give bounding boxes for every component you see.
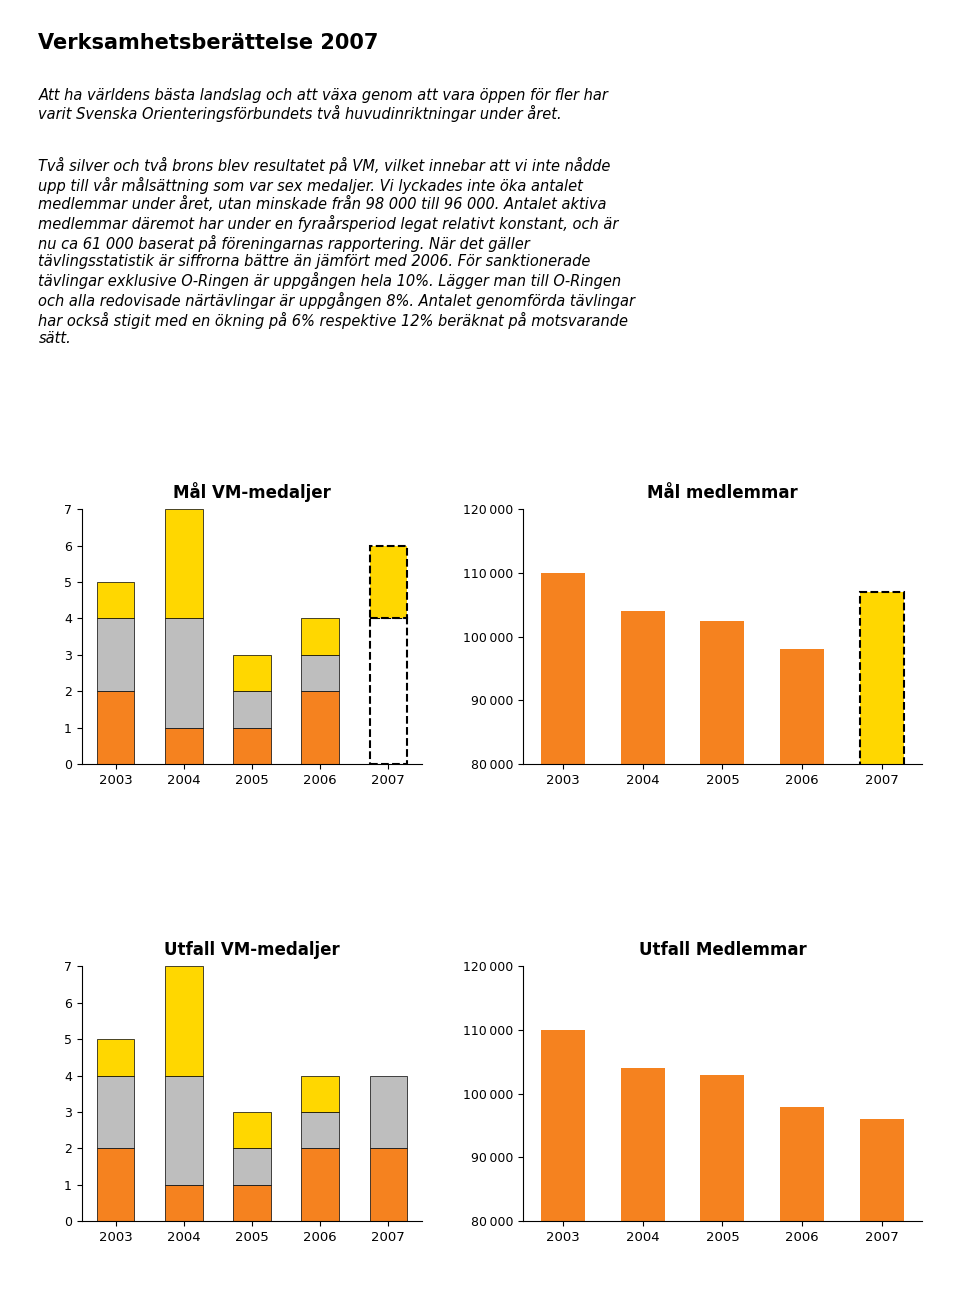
Title: Mål medlemmar: Mål medlemmar bbox=[647, 485, 798, 503]
Bar bbox=[97, 1148, 134, 1221]
Bar bbox=[97, 1040, 134, 1076]
Bar bbox=[860, 592, 903, 1273]
Bar bbox=[860, 1119, 903, 1306]
Text: Att ha världens bästa landslag och att växa genom att vara öppen för fler har
va: Att ha världens bästa landslag och att v… bbox=[38, 88, 609, 123]
Bar bbox=[165, 1185, 203, 1221]
Bar bbox=[301, 619, 339, 654]
Bar bbox=[621, 611, 664, 1273]
Bar bbox=[233, 1185, 271, 1221]
Bar bbox=[301, 654, 339, 691]
Bar bbox=[233, 1111, 271, 1148]
Bar bbox=[233, 691, 271, 727]
Bar bbox=[97, 1076, 134, 1148]
Bar bbox=[165, 727, 203, 764]
Bar bbox=[165, 966, 203, 1076]
Bar bbox=[233, 727, 271, 764]
Bar bbox=[370, 546, 407, 619]
Bar bbox=[621, 1068, 664, 1306]
Bar bbox=[165, 619, 203, 727]
Bar bbox=[370, 1076, 407, 1148]
Bar bbox=[165, 509, 203, 619]
Text: Två silver och två brons blev resultatet på VM, vilket innebar att vi inte nådde: Två silver och två brons blev resultatet… bbox=[38, 157, 636, 346]
Bar bbox=[233, 654, 271, 691]
Bar bbox=[370, 619, 407, 764]
Bar bbox=[780, 649, 824, 1273]
Bar bbox=[301, 1111, 339, 1148]
Bar bbox=[165, 1076, 203, 1185]
Bar bbox=[97, 619, 134, 691]
Bar bbox=[370, 1148, 407, 1221]
Bar bbox=[97, 582, 134, 619]
Title: Utfall Medlemmar: Utfall Medlemmar bbox=[638, 942, 806, 960]
Bar bbox=[701, 1075, 744, 1306]
Bar bbox=[780, 1106, 824, 1306]
Bar bbox=[701, 620, 744, 1273]
Text: Verksamhetsberättelse 2007: Verksamhetsberättelse 2007 bbox=[38, 33, 379, 52]
Bar bbox=[541, 573, 585, 1273]
Title: Mål VM-medaljer: Mål VM-medaljer bbox=[173, 482, 331, 503]
Bar bbox=[541, 1030, 585, 1306]
Bar bbox=[97, 691, 134, 764]
Title: Utfall VM-medaljer: Utfall VM-medaljer bbox=[164, 942, 340, 960]
Bar bbox=[301, 1076, 339, 1111]
Bar bbox=[301, 691, 339, 764]
Bar bbox=[233, 1148, 271, 1185]
Bar bbox=[301, 1148, 339, 1221]
